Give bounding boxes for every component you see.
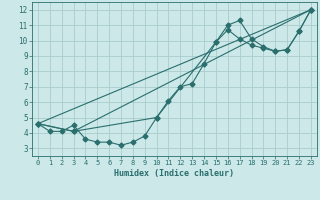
X-axis label: Humidex (Indice chaleur): Humidex (Indice chaleur) (115, 169, 234, 178)
